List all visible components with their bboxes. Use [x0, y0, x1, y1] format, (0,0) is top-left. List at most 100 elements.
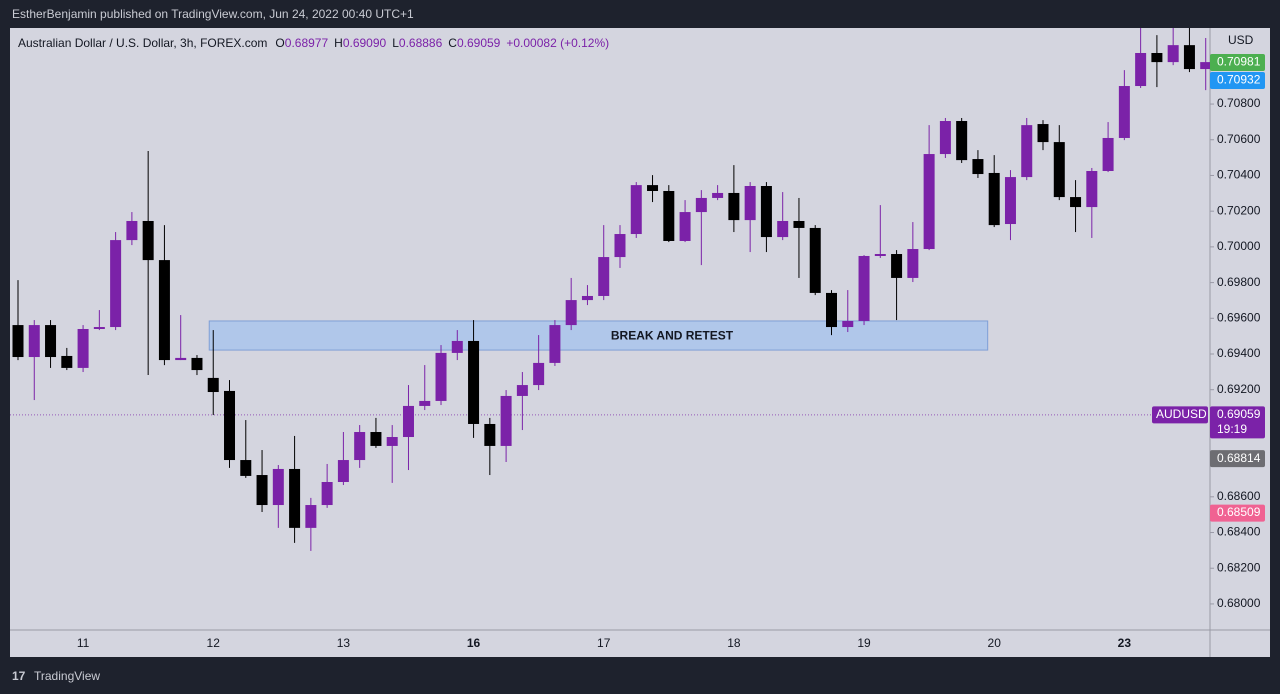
candle-body: [354, 432, 366, 461]
logo: 17: [12, 669, 26, 683]
legend-key: O: [275, 36, 284, 50]
price-label-box: [1210, 53, 1265, 71]
legend-key: H: [334, 36, 343, 50]
candle-body: [972, 159, 984, 175]
candle-body: [1004, 177, 1016, 225]
candle-body: [1086, 171, 1098, 208]
price-label: 0.70932: [1217, 73, 1261, 87]
x-tick-label: 13: [337, 636, 351, 650]
candle-body: [12, 325, 24, 358]
candle-body: [272, 468, 284, 506]
candle-body: [110, 240, 122, 328]
x-tick-label: 11: [77, 636, 90, 650]
candle-body: [191, 357, 203, 371]
candle-body: [1151, 52, 1163, 63]
candle-body: [337, 460, 349, 482]
legend-value: 0.68977: [285, 36, 329, 50]
candle-body: [240, 460, 252, 476]
candle-body: [598, 257, 610, 296]
footer: TradingView: [34, 669, 100, 683]
y-tick-label: 0.68200: [1217, 560, 1261, 574]
candle-body: [419, 400, 431, 406]
candle-body: [158, 260, 170, 361]
price-label-box: [1210, 504, 1265, 522]
symbol-label-box: [1152, 406, 1208, 424]
y-tick-label: 0.70600: [1217, 132, 1261, 146]
candle-body: [1200, 62, 1210, 70]
candle-body: [1070, 197, 1082, 208]
candle-body: [614, 234, 626, 258]
candle-body: [402, 405, 414, 438]
candle-body: [744, 185, 756, 221]
candle-body: [809, 227, 821, 293]
candle-body: [777, 220, 789, 238]
candle-body: [695, 197, 707, 213]
x-tick-label: 18: [727, 636, 741, 650]
candle-body: [907, 249, 919, 278]
y-tick-label: 0.70000: [1217, 239, 1261, 253]
price-label: 0.68814: [1217, 451, 1261, 465]
candle-body: [549, 325, 561, 363]
candle-body: [321, 481, 333, 506]
candle-body: [581, 295, 593, 301]
y-tick-label: 0.69400: [1217, 346, 1261, 360]
candle-body: [956, 121, 968, 161]
x-tick-label: 16: [467, 636, 481, 650]
candle-body: [988, 172, 1000, 226]
candle-body: [858, 255, 870, 321]
candle-body: [630, 185, 642, 235]
candle-body: [289, 468, 301, 528]
candle-body: [175, 357, 187, 361]
candle-body: [435, 352, 447, 401]
legend-key: L: [392, 36, 399, 50]
candle-body: [728, 192, 740, 221]
legend-key: C: [448, 36, 457, 50]
candle-body: [468, 340, 480, 424]
x-tick-label: 17: [597, 636, 611, 650]
candle-body: [370, 432, 382, 446]
candle-body: [207, 377, 219, 393]
candle-body: [77, 329, 89, 368]
zone: [208, 320, 989, 351]
y-tick-label: 0.68400: [1217, 525, 1261, 539]
price-label: 0.69059: [1217, 407, 1261, 421]
candle-body: [516, 385, 528, 396]
candle-body: [484, 423, 496, 446]
price-label-box: [1210, 450, 1265, 468]
legend-value: 0.69090: [343, 36, 387, 50]
symbol-label: AUDUSD: [1156, 407, 1207, 421]
legend-symbol: Australian Dollar / U.S. Dollar, 3h, FOR…: [18, 36, 267, 50]
price-label: 0.68509: [1217, 505, 1261, 519]
legend-value: 0.69059: [457, 36, 501, 50]
candle-body: [793, 220, 805, 228]
legend: Australian Dollar / U.S. Dollar, 3h, FOR…: [18, 36, 609, 50]
candle-body: [224, 390, 236, 461]
y-tick-label: 0.69600: [1217, 310, 1261, 324]
candle-body: [1053, 142, 1065, 198]
candle-body: [891, 254, 903, 278]
price-label: 0.70981: [1217, 55, 1261, 69]
candle-body: [256, 475, 268, 506]
candle-body: [61, 355, 73, 368]
candle-body: [663, 190, 675, 241]
candle-body: [142, 220, 154, 261]
candle-body: [1037, 124, 1049, 143]
candle-body: [93, 327, 105, 329]
candle-body: [923, 154, 935, 250]
candle-body: [1183, 45, 1195, 70]
candle-body: [679, 212, 691, 241]
candle-body: [565, 300, 577, 326]
x-tick-label: 19: [857, 636, 871, 650]
legend-change: +0.00082 (+0.12%): [506, 36, 609, 50]
y-tick-label: 0.68600: [1217, 489, 1261, 503]
candle-body: [826, 292, 837, 328]
candle-body: [1167, 45, 1179, 63]
candle-body: [305, 505, 317, 528]
candle-body: [647, 185, 659, 191]
candle-body: [1118, 86, 1130, 138]
x-tick-label: 20: [988, 636, 1002, 650]
x-tick-label: 23: [1118, 636, 1132, 650]
currency: USD: [1228, 33, 1254, 47]
